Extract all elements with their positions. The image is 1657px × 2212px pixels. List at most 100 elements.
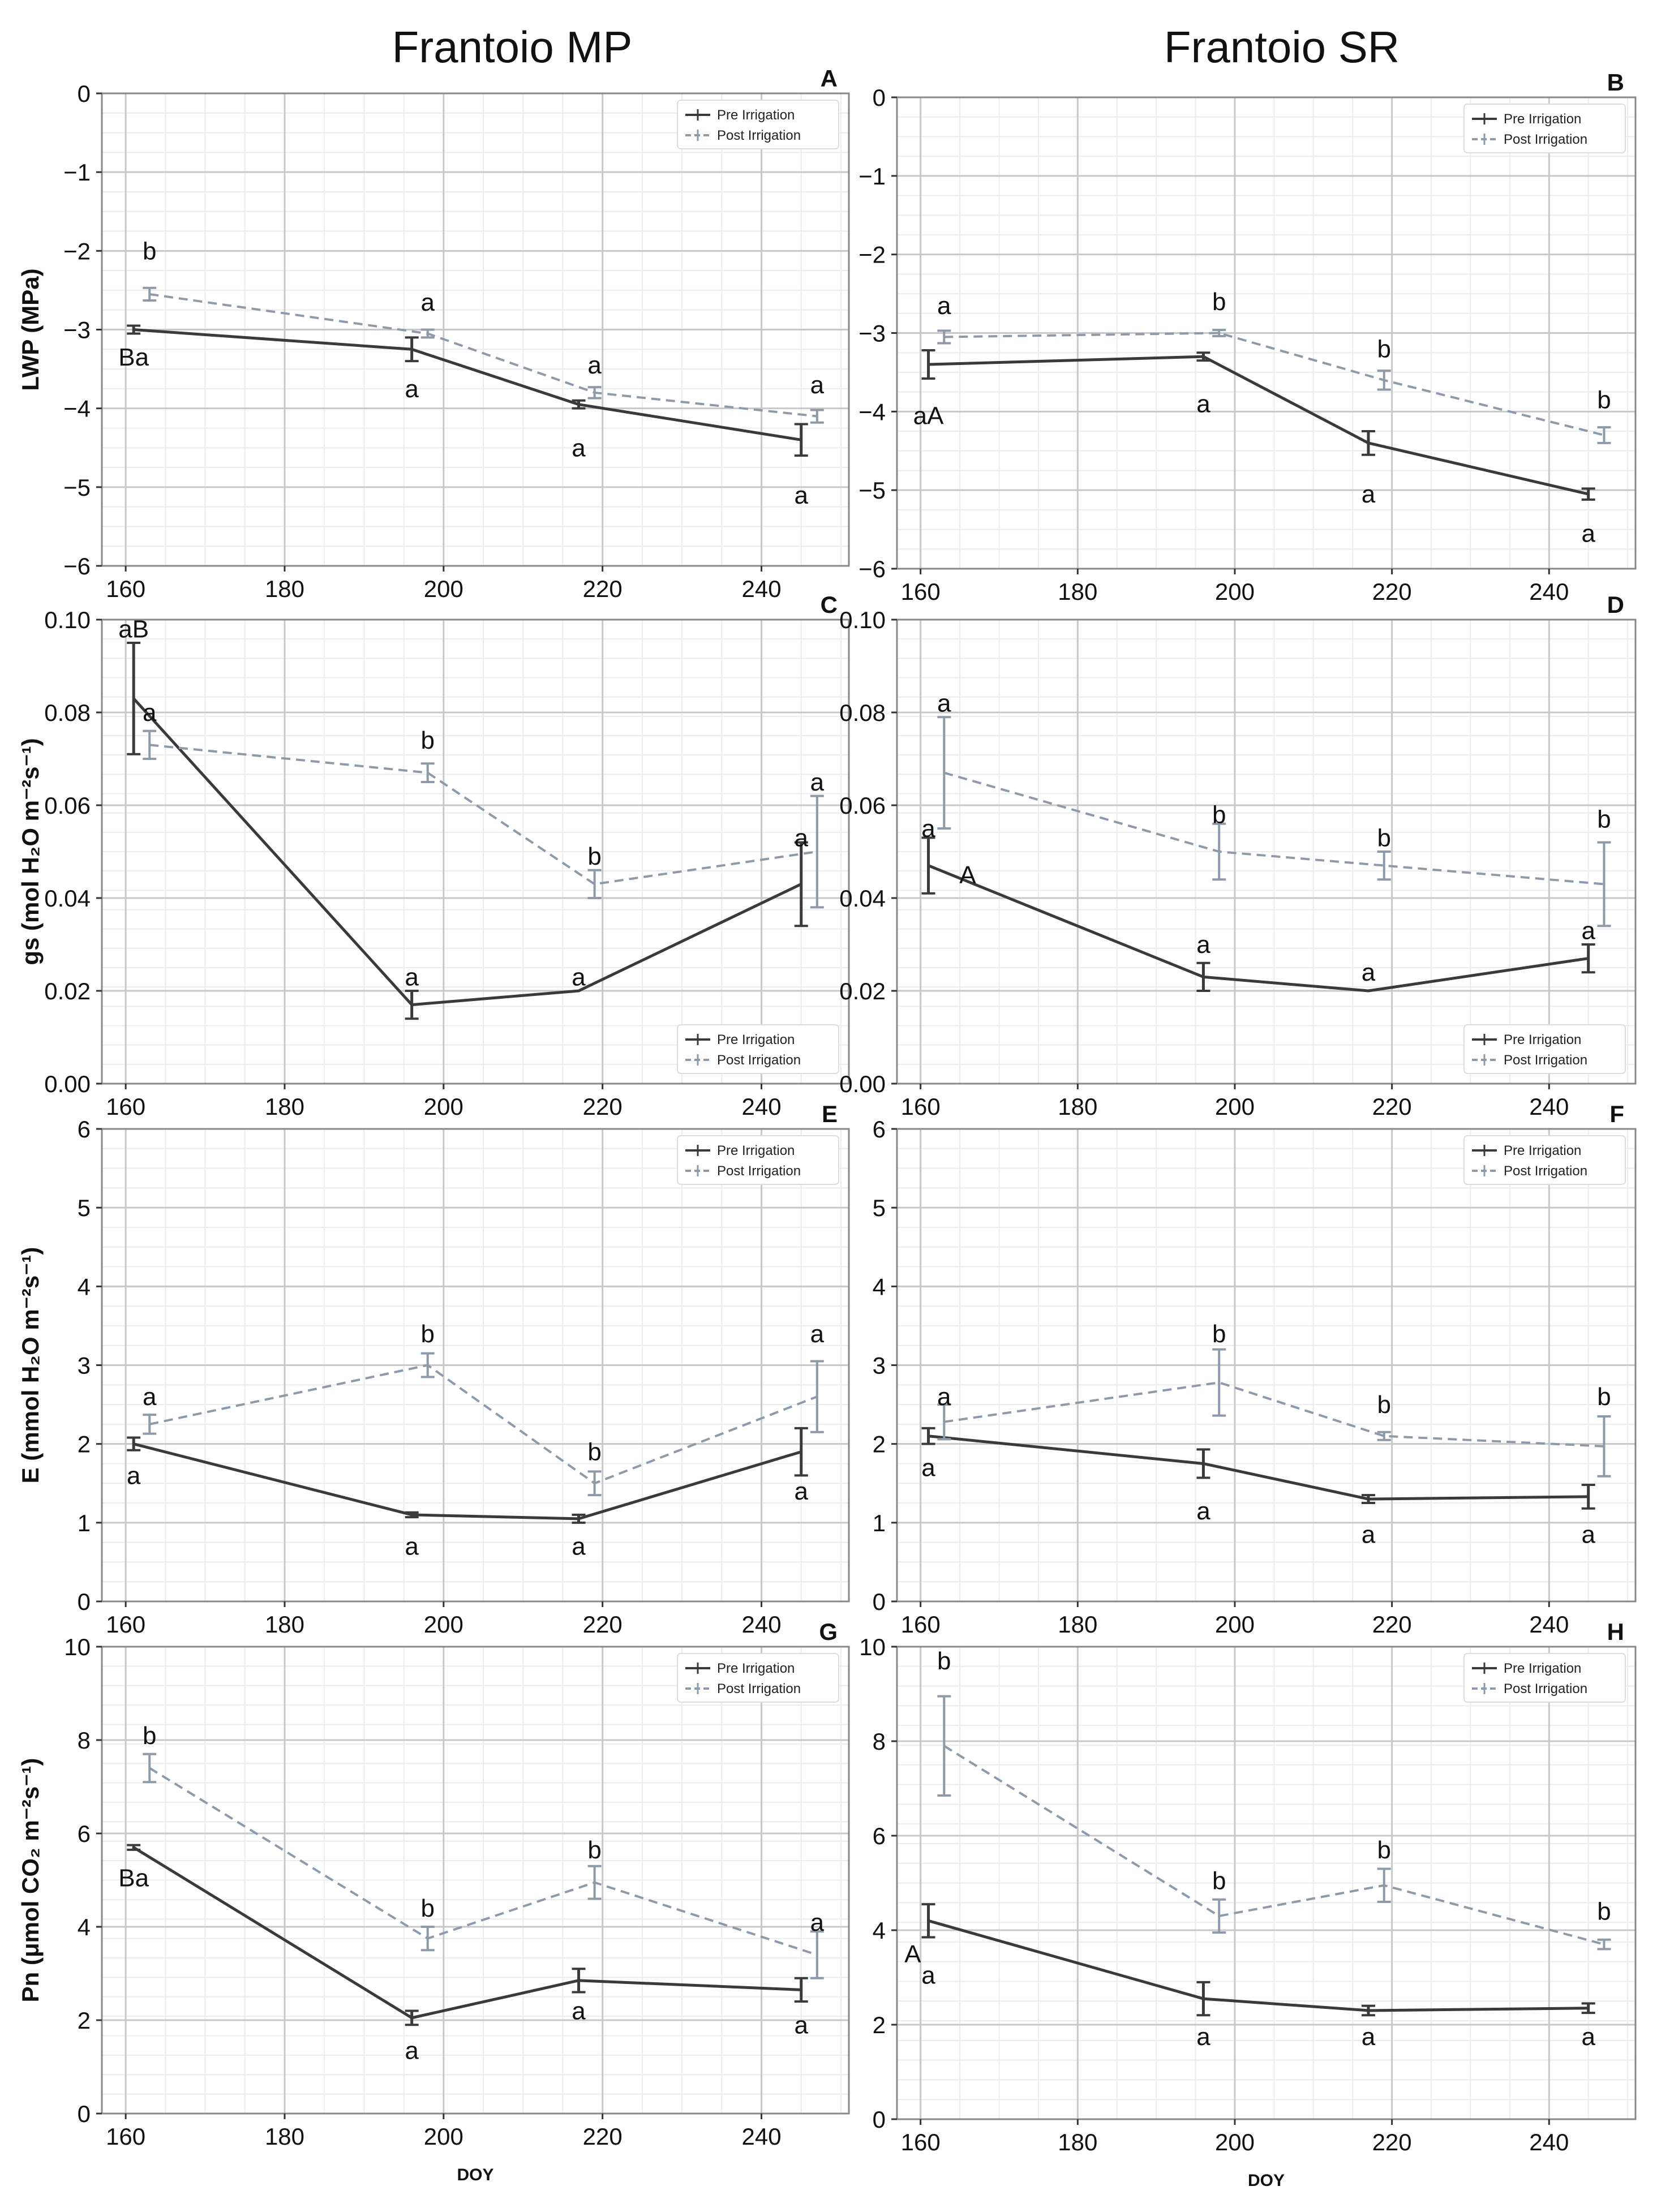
significance-letter: a [795, 2011, 809, 2039]
x-tick-label: 200 [1215, 578, 1255, 605]
x-tick-label: 220 [1372, 1093, 1412, 1120]
y-tick-label: 0.06 [44, 792, 91, 819]
legend: Pre Irrigation Post Irrigation [677, 1024, 839, 1074]
y-tick-label: 5 [873, 1195, 886, 1221]
y-tick-label: 0 [78, 1588, 91, 1615]
panel-c: 160 180 200 220 240 0.00 0.02 0.04 0.06 0.08 0.10 C… [17, 591, 850, 1120]
y-tick-label: −2 [858, 242, 886, 268]
plot-frame [896, 1646, 1637, 2120]
significance-letter: a [937, 1383, 951, 1411]
series-line-pre-irrigation [133, 1442, 802, 1521]
y-tick-label: 4 [78, 1273, 91, 1300]
y-tick-label: 0.02 [44, 978, 91, 1004]
significance-letter: a [572, 434, 586, 462]
y-tick-label: 0.08 [44, 699, 91, 726]
y-tick-label: −3 [63, 317, 91, 343]
legend-label-post: Post Irrigation [1504, 1053, 1587, 1068]
legend-box [1463, 1653, 1626, 1703]
significance-letter: a [1581, 520, 1595, 548]
significance-letter: a [795, 482, 809, 509]
legend-box [1463, 104, 1626, 153]
x-tick-label: 160 [106, 575, 145, 602]
significance-letter: a [1581, 1521, 1595, 1549]
x-tick-label: 240 [1529, 1093, 1569, 1120]
legend-label-post: Post Irrigation [717, 1053, 801, 1068]
legend-box [677, 1135, 839, 1185]
significance-letter: b [1597, 806, 1611, 834]
significance-letter: aA [913, 402, 944, 429]
significance-letter: a [405, 1533, 419, 1561]
significance-letter: a [937, 292, 951, 320]
x-axis-label: DOY [1248, 2171, 1285, 2190]
legend: Pre Irrigation Post Irrigation [677, 100, 839, 149]
series-line-pre-irrigation [132, 697, 802, 1007]
x-tick-label: 200 [424, 1093, 463, 1120]
x-tick-label: 180 [1058, 1611, 1097, 1638]
y-tick-label: −1 [63, 159, 91, 186]
significance-letter: a [421, 289, 435, 316]
y-tick-label: 0.10 [44, 607, 91, 633]
y-axis-label: gs (mol H₂O m⁻²s⁻¹) [17, 738, 44, 965]
legend-label-pre: Pre Irrigation [717, 108, 795, 123]
panel-d: 160 180 200 220 240 0.00 0.02 0.04 0.06 0.08 0.10 D… [839, 591, 1637, 1120]
y-tick-label: −5 [63, 474, 91, 501]
y-tick-label: 0 [873, 1588, 886, 1615]
x-tick-label: 160 [901, 1611, 941, 1638]
x-tick-label: 240 [1529, 1611, 1569, 1638]
significance-letter: b [421, 1895, 435, 1922]
legend-box [677, 100, 839, 149]
y-tick-label: 0.02 [839, 978, 886, 1004]
significance-letter: A [904, 1940, 921, 1968]
legend-label-pre: Pre Irrigation [717, 1032, 795, 1047]
x-tick-label: 240 [1529, 578, 1569, 605]
significance-letter: a [795, 824, 809, 852]
y-tick-label: 10 [859, 1634, 886, 1660]
series-line-pre-irrigation [928, 355, 1589, 496]
panel-g: 160 180 200 220 240 0 2 4 6 8 10 G Pn (μmol CO₂ m⁻²s… [17, 1618, 850, 2184]
x-tick-label: 160 [901, 1093, 941, 1120]
x-tick-label: 220 [1372, 578, 1412, 605]
y-tick-label: −4 [858, 398, 886, 425]
y-tick-label: −6 [858, 556, 886, 582]
legend-label-post: Post Irrigation [717, 1681, 801, 1696]
significance-letter: a [1581, 2023, 1595, 2051]
y-tick-label: 0.00 [839, 1071, 886, 1097]
significance-letter: a [405, 2037, 419, 2065]
legend-label-post: Post Irrigation [1504, 1163, 1587, 1179]
x-tick-label: 180 [265, 1611, 304, 1638]
legend-label-pre: Pre Irrigation [1504, 1661, 1581, 1676]
panel-b: 160 180 200 220 240 0 −1 −2 −3 −4 −5 −6 Ba aA b a b a b a Pr… [858, 69, 1637, 605]
significance-letter: b [1377, 335, 1391, 363]
y-tick-label: −4 [63, 396, 91, 422]
x-tick-label: 240 [741, 1093, 781, 1120]
y-tick-label: 3 [78, 1352, 91, 1379]
significance-letter: b [937, 1647, 951, 1675]
significance-letter: a [795, 1477, 809, 1505]
significance-letter: Ba [118, 343, 149, 371]
panel-e: 160 180 200 220 240 0 1 2 3 4 5 6 E E (mmol H₂O m⁻²s⁻… [17, 1101, 850, 1638]
y-tick-label: 0 [78, 2101, 91, 2127]
panel-letter: B [1607, 69, 1624, 96]
y-axis-label: LWP (MPa) [17, 268, 44, 390]
significance-letter: aB [118, 615, 149, 643]
significance-letter: b [1212, 1867, 1226, 1895]
x-axis-label: DOY [457, 2166, 493, 2184]
series-line-post-irrigation [943, 771, 1604, 886]
legend-label-pre: Pre Irrigation [1504, 111, 1581, 127]
significance-letter: b [1377, 1836, 1391, 1864]
panel-letter: A [821, 65, 838, 92]
significance-letter: a [1196, 390, 1210, 418]
significance-letter: a [143, 699, 157, 727]
y-tick-label: 10 [64, 1634, 91, 1660]
significance-letter: a [810, 768, 825, 796]
legend: Pre Irrigation Post Irrigation [1463, 1653, 1626, 1703]
y-tick-label: 0 [78, 80, 91, 107]
y-tick-label: −2 [63, 238, 91, 264]
legend: Pre Irrigation Post Irrigation [1463, 104, 1626, 153]
x-tick-label: 240 [741, 1611, 781, 1638]
x-tick-label: 220 [583, 575, 623, 602]
y-tick-label: 1 [78, 1510, 91, 1536]
y-tick-label: 6 [78, 1820, 91, 1847]
series-line-pre-irrigation [928, 864, 1589, 993]
